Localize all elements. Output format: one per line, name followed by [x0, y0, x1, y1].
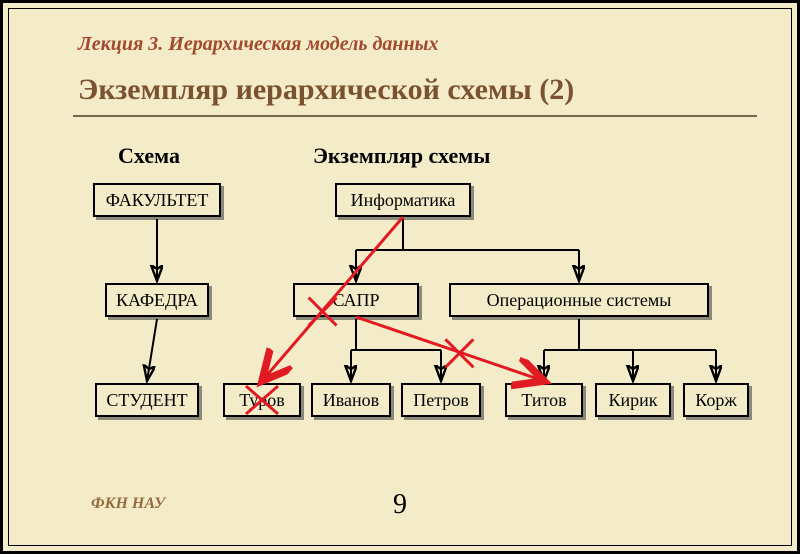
node-os: Операционные системы — [449, 283, 709, 317]
node-student: СТУДЕНТ — [95, 383, 199, 417]
node-faculty: ФАКУЛЬТЕТ — [93, 183, 221, 217]
node-department: КАФЕДРА — [105, 283, 209, 317]
footer: ФКН НАУ — [91, 495, 165, 513]
node-informatics: Информатика — [335, 183, 471, 217]
title-underline — [73, 115, 757, 117]
node-sapr: САПР — [293, 283, 419, 317]
instance-heading: Экземпляр схемы — [313, 143, 490, 169]
node-kirik: Кирик — [595, 383, 671, 417]
lecture-label: Лекция 3. Иерархическая модель данных — [78, 33, 439, 56]
schema-heading: Схема — [118, 143, 180, 169]
slide: Лекция 3. Иерархическая модель данных Эк… — [0, 0, 800, 554]
page-number: 9 — [393, 489, 407, 521]
node-ivanov: Иванов — [311, 383, 391, 417]
node-korzh: Корж — [683, 383, 749, 417]
node-petrov: Петров — [401, 383, 481, 417]
node-turov: Туров — [223, 383, 301, 417]
slide-title: Экземпляр иерархической схемы (2) — [78, 73, 574, 107]
node-titov: Титов — [505, 383, 583, 417]
